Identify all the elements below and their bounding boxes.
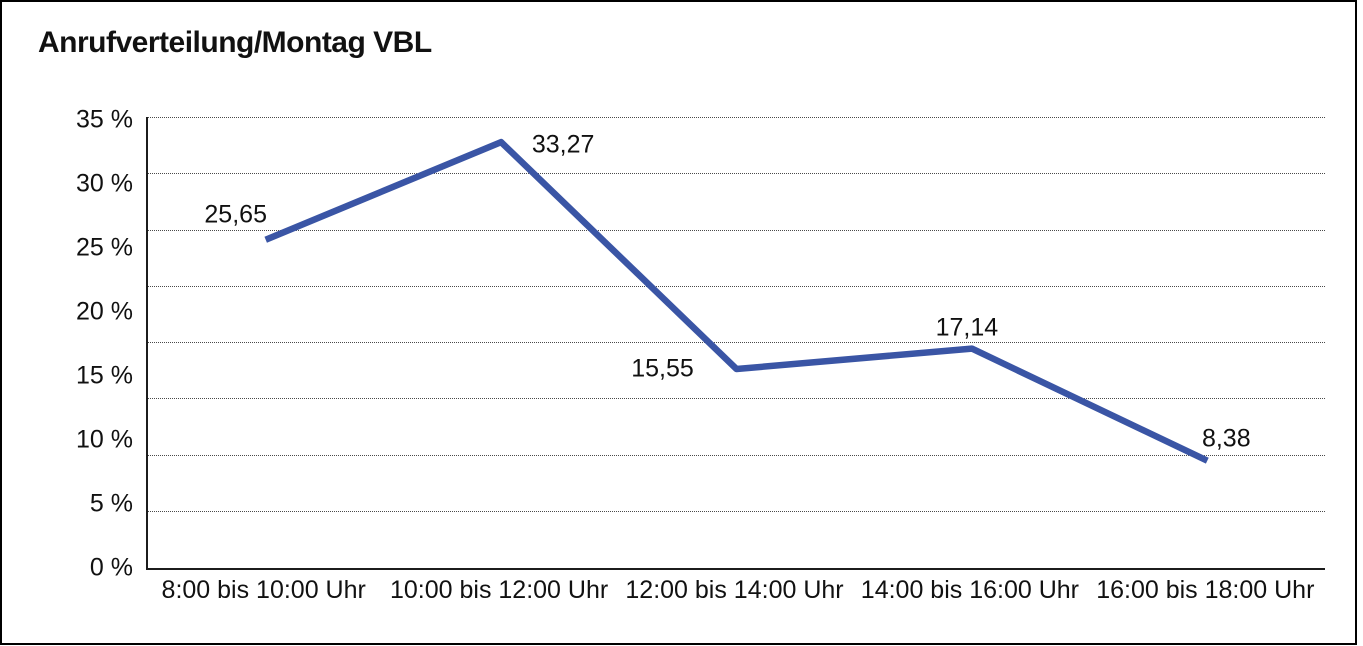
chart-title: Anrufverteilung/Montag VBL (38, 26, 432, 59)
gridline (148, 173, 1325, 175)
y-axis-label: 0 % (89, 553, 133, 582)
x-axis-label: 10:00 bis 12:00 Uhr (389, 576, 609, 604)
x-axis-label: 8:00 bis 10:00 Uhr (161, 576, 366, 604)
data-point-label: 25,65 (204, 200, 267, 229)
gridline (148, 229, 1325, 231)
data-point-label: 8,38 (1201, 424, 1251, 453)
gridline (148, 342, 1325, 343)
data-point-label: 17,14 (935, 313, 999, 342)
x-axis-label: 16:00 bis 18:00 Uhr (1096, 576, 1315, 604)
data-line (264, 138, 1209, 464)
y-axis-label: 15 % (76, 361, 133, 390)
y-axis-label: 30 % (76, 169, 133, 198)
gridline (148, 454, 1325, 456)
y-axis-label: 35 % (76, 105, 133, 134)
y-axis-label: 5 % (89, 489, 133, 518)
gridline (148, 510, 1325, 512)
x-axis-label: 14:00 bis 16:00 Uhr (860, 576, 1079, 604)
gridline (148, 117, 1325, 118)
x-axis-label: 12:00 bis 14:00 Uhr (625, 576, 844, 604)
y-axis-label: 20 % (76, 297, 133, 326)
gridline (148, 285, 1325, 287)
data-point-label: 15,55 (631, 354, 694, 383)
y-axis-label: 10 % (76, 425, 133, 454)
plot-area: 25,65 33,27 15,55 17,14 8,38 (146, 117, 1325, 570)
data-point-label: 33,27 (531, 130, 595, 159)
gridline (148, 398, 1325, 400)
data-line-svg (264, 138, 1209, 464)
y-axis-label: 25 % (76, 233, 133, 262)
